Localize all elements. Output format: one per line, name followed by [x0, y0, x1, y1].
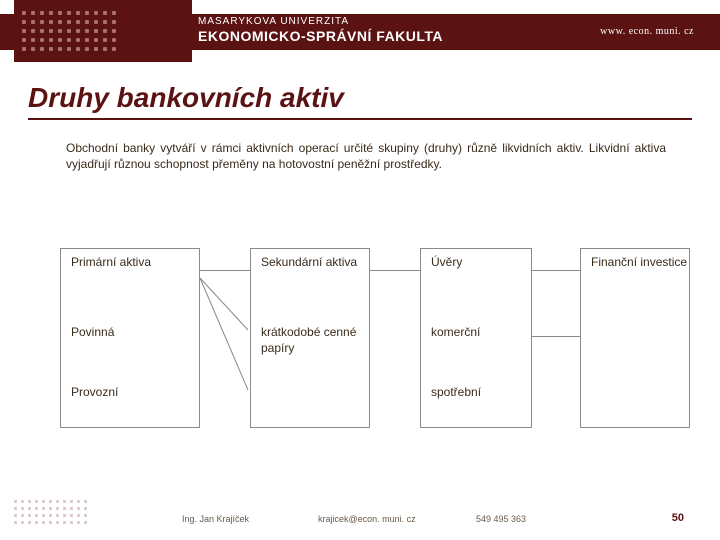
box-uvery-title: Úvěry: [431, 255, 462, 271]
box-uvery-row3: spotřební: [431, 385, 481, 401]
slide-title: Druhy bankovních aktiv: [28, 82, 344, 114]
logo-dot-grid: [22, 11, 116, 51]
box-primarni-row2: Povinná: [71, 325, 114, 341]
box-uvery: Úvěry komerční spotřební: [420, 248, 532, 428]
box-investice: Finanční investice: [580, 248, 690, 428]
wedge-lines: [160, 268, 250, 408]
intro-paragraph: Obchodní banky vytváří v rámci aktivních…: [66, 140, 666, 172]
asset-types-diagram: Primární aktiva Povinná Provozní Sekundá…: [60, 248, 670, 448]
slide-footer: Ing. Jan Krajíček krajicek@econ. muni. c…: [0, 494, 720, 540]
university-name: MASARYKOVA UNIVERZITA: [198, 16, 443, 27]
connector-34-mid: [532, 336, 580, 337]
connector-34-top: [532, 270, 580, 271]
footer-phone: 549 495 363: [476, 514, 526, 524]
footer-author: Ing. Jan Krajíček: [182, 514, 249, 524]
title-underline: [28, 118, 692, 120]
header-url: www. econ. muni. cz: [600, 26, 694, 37]
connector-23-top: [370, 270, 420, 271]
box-investice-title: Finanční investice: [591, 255, 687, 271]
box-uvery-row2: komerční: [431, 325, 480, 341]
footer-email: krajicek@econ. muni. cz: [318, 514, 416, 524]
box-primarni-row3: Provozní: [71, 385, 118, 401]
box-sekundarni-title: Sekundární aktiva: [261, 255, 357, 271]
footer-dot-grid: [14, 500, 87, 524]
box-primarni-title: Primární aktiva: [71, 255, 151, 271]
page-number: 50: [672, 512, 684, 524]
faculty-name: EKONOMICKO-SPRÁVNÍ FAKULTA: [198, 28, 443, 44]
header-title-block: MASARYKOVA UNIVERZITA EKONOMICKO-SPRÁVNÍ…: [198, 16, 443, 44]
slide-header: MASARYKOVA UNIVERZITA EKONOMICKO-SPRÁVNÍ…: [0, 0, 720, 62]
box-sekundarni: Sekundární aktiva krátkodobé cenné papír…: [250, 248, 370, 428]
box-sekundarni-row2: krátkodobé cenné papíry: [261, 325, 369, 356]
logo-block: [14, 0, 192, 62]
